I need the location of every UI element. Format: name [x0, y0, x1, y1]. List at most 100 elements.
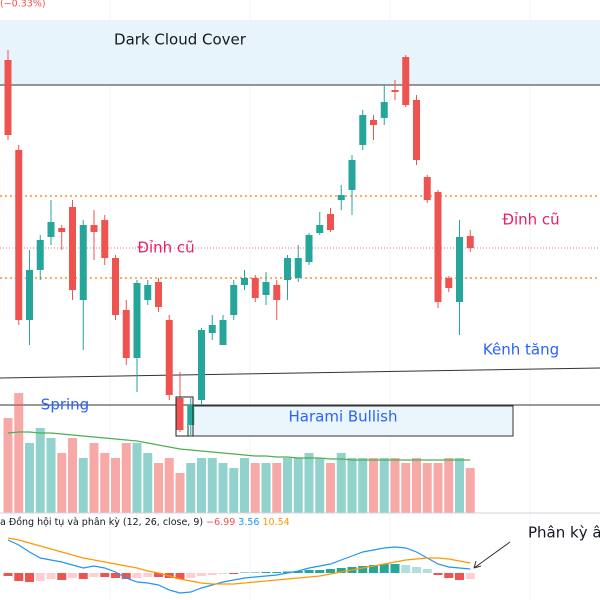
macd-title: a Đồng hội tụ và phân kỳ (12, 26, close,… [0, 517, 290, 528]
candle-body [198, 330, 205, 400]
macd-hist-bar [433, 573, 443, 575]
candle-body [47, 222, 55, 237]
grid [109, 0, 531, 600]
annotation: Spring [41, 396, 89, 414]
macd-hist-bar [197, 573, 206, 576]
candle-body [413, 100, 420, 160]
volume-bar [164, 458, 174, 513]
macd-title-text: a Đồng hội tụ và phân kỳ (12, 26, close,… [0, 517, 203, 528]
candles [4, 50, 474, 435]
volume-bar [186, 463, 196, 513]
candle-body [327, 214, 334, 230]
macd-hist-bar [46, 573, 56, 579]
volume-bar [455, 458, 464, 513]
macd-hist-bar [100, 573, 110, 577]
macd-hist-bar [358, 566, 368, 573]
volume-bar [390, 458, 400, 513]
candle-body [208, 325, 216, 333]
volume-bar [422, 463, 432, 513]
volume-bar [25, 443, 34, 513]
macd-hist-bar [422, 569, 432, 573]
candle-body [262, 282, 270, 295]
volume-bar [132, 443, 142, 513]
candle-body [133, 283, 141, 358]
candle-body [176, 398, 184, 430]
macd-hist-bar [293, 571, 303, 573]
volume-bar [336, 453, 346, 513]
volume-bar [35, 428, 45, 513]
macd-hist-bar [218, 573, 228, 574]
annotation: Đỉnh cũ [502, 211, 559, 229]
macd-value: 10.54 [262, 517, 289, 528]
candle-body [251, 278, 259, 298]
candle-body [144, 285, 152, 300]
candle-body [423, 177, 431, 200]
candle-body [101, 220, 109, 258]
candle-body [466, 236, 474, 248]
volume-bar [46, 438, 56, 513]
volume-bar [433, 463, 443, 513]
macd-hist-bar [336, 568, 346, 573]
volume-bar [197, 458, 206, 513]
volume-bar [379, 458, 389, 513]
volume-bar [3, 418, 13, 513]
macd-hist-bar [315, 570, 325, 573]
volume-bar [143, 453, 153, 513]
candle-body [15, 150, 23, 320]
candle-body [230, 285, 238, 315]
candle-body [370, 120, 377, 125]
volume-bar [347, 458, 357, 513]
macd-hist-bar [304, 570, 314, 573]
candle-body [305, 235, 313, 262]
volume-bar [218, 463, 228, 513]
candle-body [4, 60, 12, 135]
macd-hist-bar [207, 573, 217, 575]
candle-body [26, 270, 33, 320]
candle-body [359, 115, 367, 145]
volume-bar [89, 443, 99, 513]
volume-bar [250, 463, 260, 513]
volume-ma [7, 431, 471, 461]
macd-hist-bar [111, 573, 120, 578]
pattern-box [175, 396, 194, 437]
macd-value: 3.56 [238, 517, 259, 528]
arrow-head [473, 560, 482, 569]
macd-hist-bar [3, 573, 13, 576]
macd-hist-bar [240, 572, 249, 573]
macd-hist-bar [369, 565, 378, 573]
macd-hist-bar [35, 573, 45, 581]
volume-bar [111, 458, 120, 513]
macd-hist-bar [154, 573, 163, 577]
volume-bar [78, 458, 88, 513]
volume-bar [68, 438, 77, 513]
annotation: Đỉnh cũ [137, 239, 194, 257]
dark-cloud-zone [0, 20, 600, 85]
harami-zone [187, 405, 514, 437]
macd-hist-bar [272, 572, 282, 573]
candle-body [316, 225, 324, 233]
volume-bar [369, 458, 378, 513]
macd-hist-bar [379, 564, 389, 573]
volume-bar [14, 393, 24, 513]
candle-body [69, 207, 76, 290]
volume-pane [3, 393, 475, 513]
macd-value: −6.99 [206, 517, 235, 528]
volume-bar [207, 458, 217, 513]
annotation: Kênh tăng [483, 341, 559, 359]
candle-body [79, 225, 87, 300]
macd-hist-bar [229, 573, 239, 574]
candle-body [284, 258, 291, 280]
candle-body [456, 237, 463, 302]
volume-bar [57, 453, 67, 513]
candle-body [122, 310, 130, 358]
macd-hist-bar [14, 573, 24, 581]
volume-bar [240, 458, 249, 513]
macd-hist-bar [78, 573, 88, 579]
volume-bar [100, 453, 110, 513]
annotation: Dark Cloud Cover [114, 31, 247, 49]
volume-bar [444, 458, 454, 513]
macd-hist-bar [121, 573, 131, 579]
arrow [473, 541, 511, 569]
volume-bar [272, 463, 282, 513]
